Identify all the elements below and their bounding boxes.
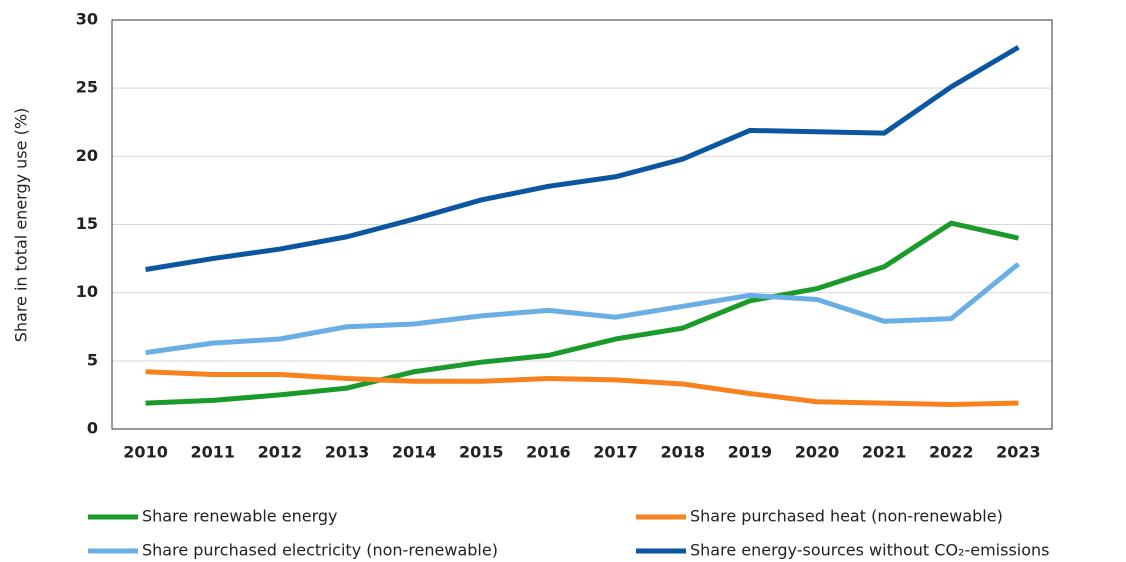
x-tick-label: 2013 [325, 443, 370, 462]
x-tick-label: 2019 [728, 443, 773, 462]
legend-label: Share energy-sources without CO₂-emissio… [690, 541, 1050, 560]
series-line [145, 369, 1019, 407]
series-line [145, 45, 1020, 272]
y-tick-label: 0 [87, 419, 98, 438]
x-tick-label: 2015 [459, 443, 504, 462]
x-tick-label: 2022 [929, 443, 974, 462]
x-tick-label: 2016 [526, 443, 571, 462]
x-tick-label: 2020 [795, 443, 840, 462]
y-tick-label: 15 [76, 214, 98, 233]
x-tick-label: 2021 [862, 443, 907, 462]
y-tick-label: 30 [76, 10, 98, 29]
x-tick-label: 2010 [123, 443, 168, 462]
x-tick-label: 2012 [258, 443, 303, 462]
legend-label: Share renewable energy [142, 507, 337, 526]
y-tick-label: 25 [76, 78, 98, 97]
y-tick-label: 5 [87, 350, 98, 369]
plot-border [111, 19, 1053, 430]
legend-label: Share purchased electricity (non-renewab… [142, 541, 498, 560]
x-tick-label: 2018 [660, 443, 705, 462]
x-tick-label: 2014 [392, 443, 437, 462]
series-line [145, 220, 1019, 406]
y-tick-label: 10 [76, 282, 98, 301]
series-line [145, 262, 1021, 356]
x-tick-label: 2017 [593, 443, 638, 462]
x-tick-label: 2011 [190, 443, 235, 462]
y-axis-label: Share in total energy use (%) [12, 108, 31, 343]
legend-label: Share purchased heat (non-renewable) [690, 507, 1003, 526]
x-tick-label: 2023 [996, 443, 1041, 462]
y-tick-label: 20 [76, 146, 98, 165]
